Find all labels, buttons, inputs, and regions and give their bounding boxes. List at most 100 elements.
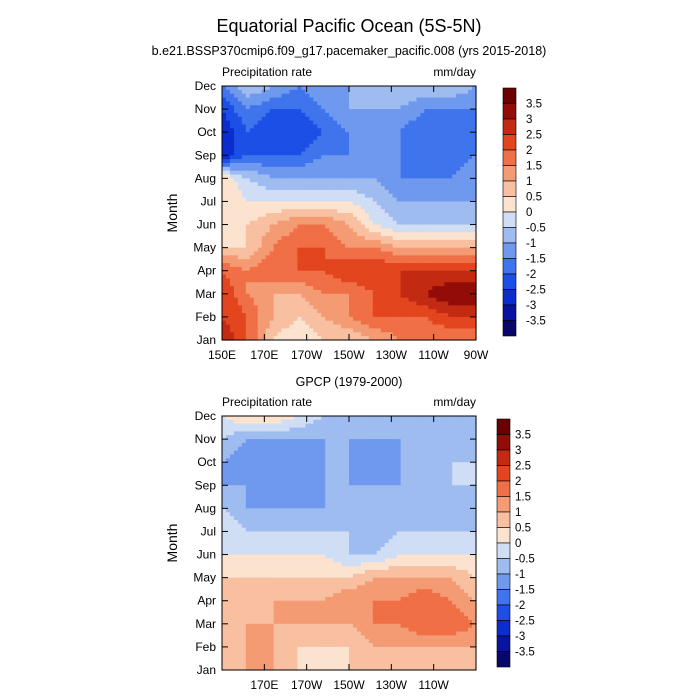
heatmap-cell — [444, 316, 449, 322]
heatmap-cell — [237, 128, 243, 133]
heatmap-cell — [257, 155, 263, 160]
heatmap-cell — [341, 446, 346, 452]
heatmap-cell — [472, 274, 477, 280]
heatmap-cell — [222, 439, 227, 444]
heatmap-cell — [460, 105, 465, 110]
heatmap-cell — [380, 324, 386, 330]
heatmap-cell — [448, 186, 453, 191]
heatmap-cell — [285, 297, 291, 303]
heatmap-cell — [225, 251, 231, 256]
heatmap-cell — [233, 332, 239, 337]
heatmap-cell — [360, 228, 366, 233]
heatmap-cell — [384, 186, 390, 191]
heatmap-cell — [349, 266, 354, 272]
heatmap-cell — [349, 209, 354, 214]
heatmap-cell — [448, 120, 453, 126]
heatmap-cell — [360, 255, 366, 260]
heatmap-cell — [460, 224, 465, 229]
heatmap-cell — [428, 423, 433, 429]
heatmap-cell — [388, 328, 394, 333]
heatmap-cell — [289, 166, 295, 172]
heatmap-cell — [333, 313, 338, 318]
heatmap-cell — [464, 124, 469, 129]
heatmap-cell — [253, 182, 259, 187]
heatmap-cell — [460, 213, 465, 218]
heatmap-cell — [432, 201, 437, 206]
heatmap-cell — [337, 155, 342, 160]
heatmap-cell — [269, 97, 275, 102]
heatmap-cell — [241, 89, 247, 95]
heatmap-cell — [416, 266, 422, 272]
heatmap-cell — [345, 209, 350, 214]
heatmap-cell — [225, 213, 231, 218]
heatmap-cell — [233, 270, 239, 276]
heatmap-cell — [400, 232, 406, 237]
heatmap-cell — [376, 105, 382, 110]
heatmap-cell — [305, 439, 310, 444]
heatmap-cell — [341, 423, 346, 429]
heatmap-cell — [356, 282, 362, 287]
heatmap-cell — [436, 439, 441, 444]
panel-top-title: b.e21.BSSP370cmip6.f09_g17.pacemaker_pac… — [152, 44, 547, 58]
heatmap-cell — [277, 224, 283, 229]
heatmap-cell — [253, 128, 259, 133]
heatmap-cell — [293, 439, 299, 444]
heatmap-cell — [309, 143, 314, 149]
heatmap-cell — [257, 328, 263, 333]
heatmap-cell — [325, 293, 330, 299]
heatmap-cell — [404, 120, 410, 126]
heatmap-cell — [464, 427, 469, 432]
heatmap-cell — [345, 423, 350, 429]
heatmap-cell — [321, 313, 326, 318]
heatmap-cell — [448, 193, 453, 199]
heatmap-cell — [297, 197, 302, 203]
heatmap-cell — [233, 209, 239, 214]
heatmap-cell — [440, 170, 445, 176]
heatmap-cell — [325, 86, 330, 91]
heatmap-cell — [277, 193, 283, 199]
heatmap-cell — [384, 301, 390, 306]
heatmap-cell — [281, 239, 287, 245]
heatmap-cell — [432, 243, 437, 249]
heatmap-cell — [400, 431, 406, 436]
heatmap-cell — [432, 220, 437, 226]
heatmap-cell — [261, 120, 267, 126]
heatmap-cell — [400, 274, 406, 280]
heatmap-cell — [416, 101, 422, 106]
heatmap-cell — [388, 166, 394, 172]
heatmap-cell — [456, 151, 461, 156]
heatmap-cell — [360, 93, 366, 99]
heatmap-cell — [364, 170, 370, 176]
heatmap-cell — [269, 205, 275, 210]
heatmap-cell — [444, 309, 449, 314]
heatmap-cell — [416, 89, 422, 95]
heatmap-cell — [237, 313, 243, 318]
heatmap-cell — [432, 112, 437, 118]
heatmap-cell — [404, 220, 410, 226]
heatmap-cell — [392, 105, 398, 110]
heatmap-cell — [356, 216, 362, 222]
heatmap-cell — [317, 450, 322, 456]
heatmap-cell — [460, 101, 465, 106]
heatmap-cell — [317, 255, 322, 260]
heatmap-cell — [222, 266, 227, 272]
heatmap-cell — [269, 86, 275, 91]
heatmap-cell — [337, 124, 342, 129]
heatmap-cell — [293, 427, 299, 432]
heatmap-cell — [285, 263, 291, 268]
heatmap-cell — [257, 120, 263, 126]
heatmap-cell — [241, 293, 247, 299]
heatmap-cell — [372, 224, 378, 229]
heatmap-cell — [404, 132, 410, 137]
colorbar-swatch — [502, 258, 517, 275]
heatmap-cell — [225, 243, 231, 249]
heatmap-cell — [456, 282, 461, 287]
heatmap-cell — [444, 336, 449, 341]
heatmap-cell — [277, 274, 283, 280]
heatmap-cell — [436, 286, 441, 291]
heatmap-cell — [428, 162, 433, 168]
heatmap-cell — [404, 166, 410, 172]
heatmap-cell — [356, 320, 362, 326]
heatmap-cell — [360, 423, 366, 429]
heatmap-cell — [222, 255, 227, 260]
